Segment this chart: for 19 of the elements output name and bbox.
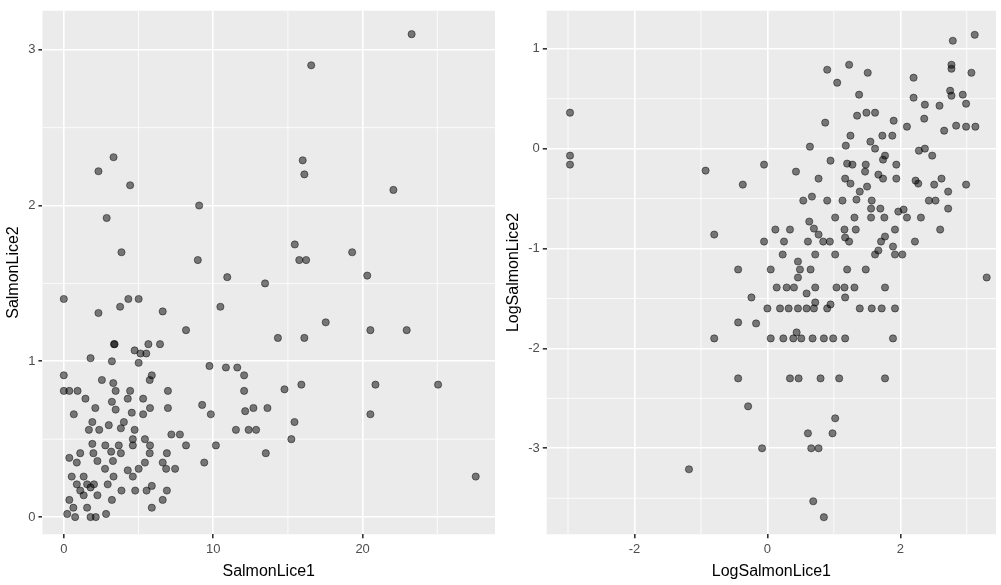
x-axis-title: LogSalmonLice1 — [711, 561, 832, 579]
x-axis-title: SalmonLice1 — [222, 561, 316, 579]
x-tick-label: 10 — [205, 540, 221, 556]
y-tick-label: 0 — [28, 508, 36, 524]
y-tick-label: 2 — [28, 197, 36, 213]
x-tick-label: -2 — [628, 540, 641, 556]
y-tick-label: -2 — [528, 339, 540, 355]
y-axis-title: LogSalmonLice2 — [504, 212, 522, 333]
y-tick-label: 0 — [532, 140, 540, 156]
y-tick-label: -3 — [528, 439, 540, 455]
x-tick-label: 0 — [763, 540, 772, 556]
y-tick-label: 1 — [532, 40, 540, 56]
y-tick-label: 1 — [28, 352, 36, 368]
y-tick-label: 3 — [28, 41, 36, 57]
y-tick-label: -1 — [528, 240, 540, 256]
x-tick-label: 20 — [355, 540, 370, 556]
x-tick-label: 2 — [896, 540, 904, 556]
x-tick-label: 0 — [60, 540, 68, 556]
y-axis-title: SalmonLice2 — [4, 226, 22, 319]
